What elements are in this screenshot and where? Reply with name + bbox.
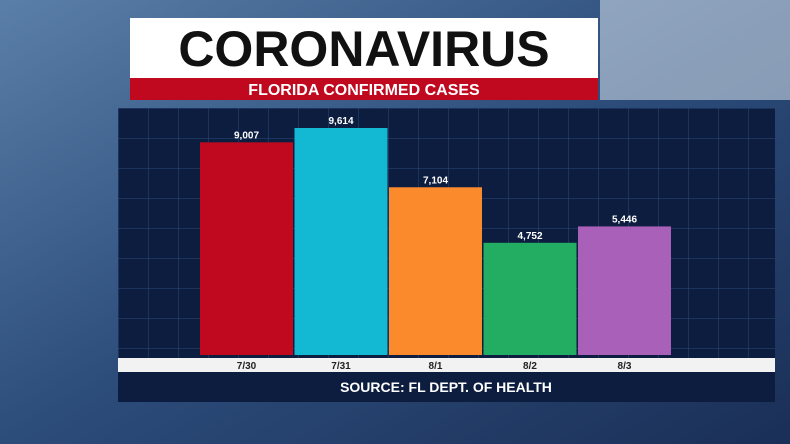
- bar: [389, 187, 482, 355]
- chart-subtitle: FLORIDA CONFIRMED CASES: [248, 82, 480, 99]
- title-box: [130, 18, 598, 78]
- x-tick-label: 7/30: [237, 361, 257, 372]
- photo-backdrop: [600, 0, 790, 100]
- value-label: 9,007: [234, 130, 259, 141]
- plot: 9,007 7/30 9,614 7/31 7,104 8/1 4,752 8/2 5,446 8…: [200, 116, 671, 372]
- category-strip: [118, 358, 775, 372]
- bar: [578, 226, 671, 355]
- bar: [294, 128, 388, 355]
- value-label: 7,104: [423, 175, 448, 186]
- bar: [200, 142, 293, 355]
- x-tick-label: 8/2: [523, 361, 537, 372]
- bar: [483, 242, 577, 355]
- x-tick-label: 8/1: [429, 361, 443, 372]
- source-strip: [118, 372, 775, 402]
- chart-title: CORONAVIRUS: [178, 21, 549, 77]
- value-label: 5,446: [612, 214, 637, 225]
- value-label: 4,752: [517, 231, 542, 242]
- x-tick-label: 8/3: [618, 361, 632, 372]
- x-tick-label: 7/31: [331, 361, 351, 372]
- source-text: SOURCE: FL DEPT. OF HEALTH: [340, 379, 552, 395]
- value-label: 9,614: [328, 116, 353, 127]
- subtitle-band: [130, 78, 598, 100]
